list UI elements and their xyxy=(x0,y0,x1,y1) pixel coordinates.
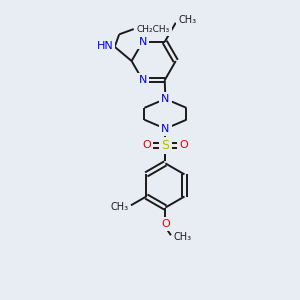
Text: CH₃: CH₃ xyxy=(110,202,128,212)
Text: N: N xyxy=(139,37,147,47)
Text: N: N xyxy=(161,124,170,134)
Text: CH₃: CH₃ xyxy=(178,15,196,25)
Text: O: O xyxy=(180,140,188,150)
Text: HN: HN xyxy=(97,41,113,51)
Text: S: S xyxy=(161,139,169,152)
Text: CH₂CH₃: CH₂CH₃ xyxy=(136,25,170,34)
Text: CH₃: CH₃ xyxy=(174,232,192,242)
Text: O: O xyxy=(161,219,170,229)
Text: N: N xyxy=(139,75,147,85)
Text: N: N xyxy=(161,94,170,104)
Text: O: O xyxy=(142,140,151,150)
